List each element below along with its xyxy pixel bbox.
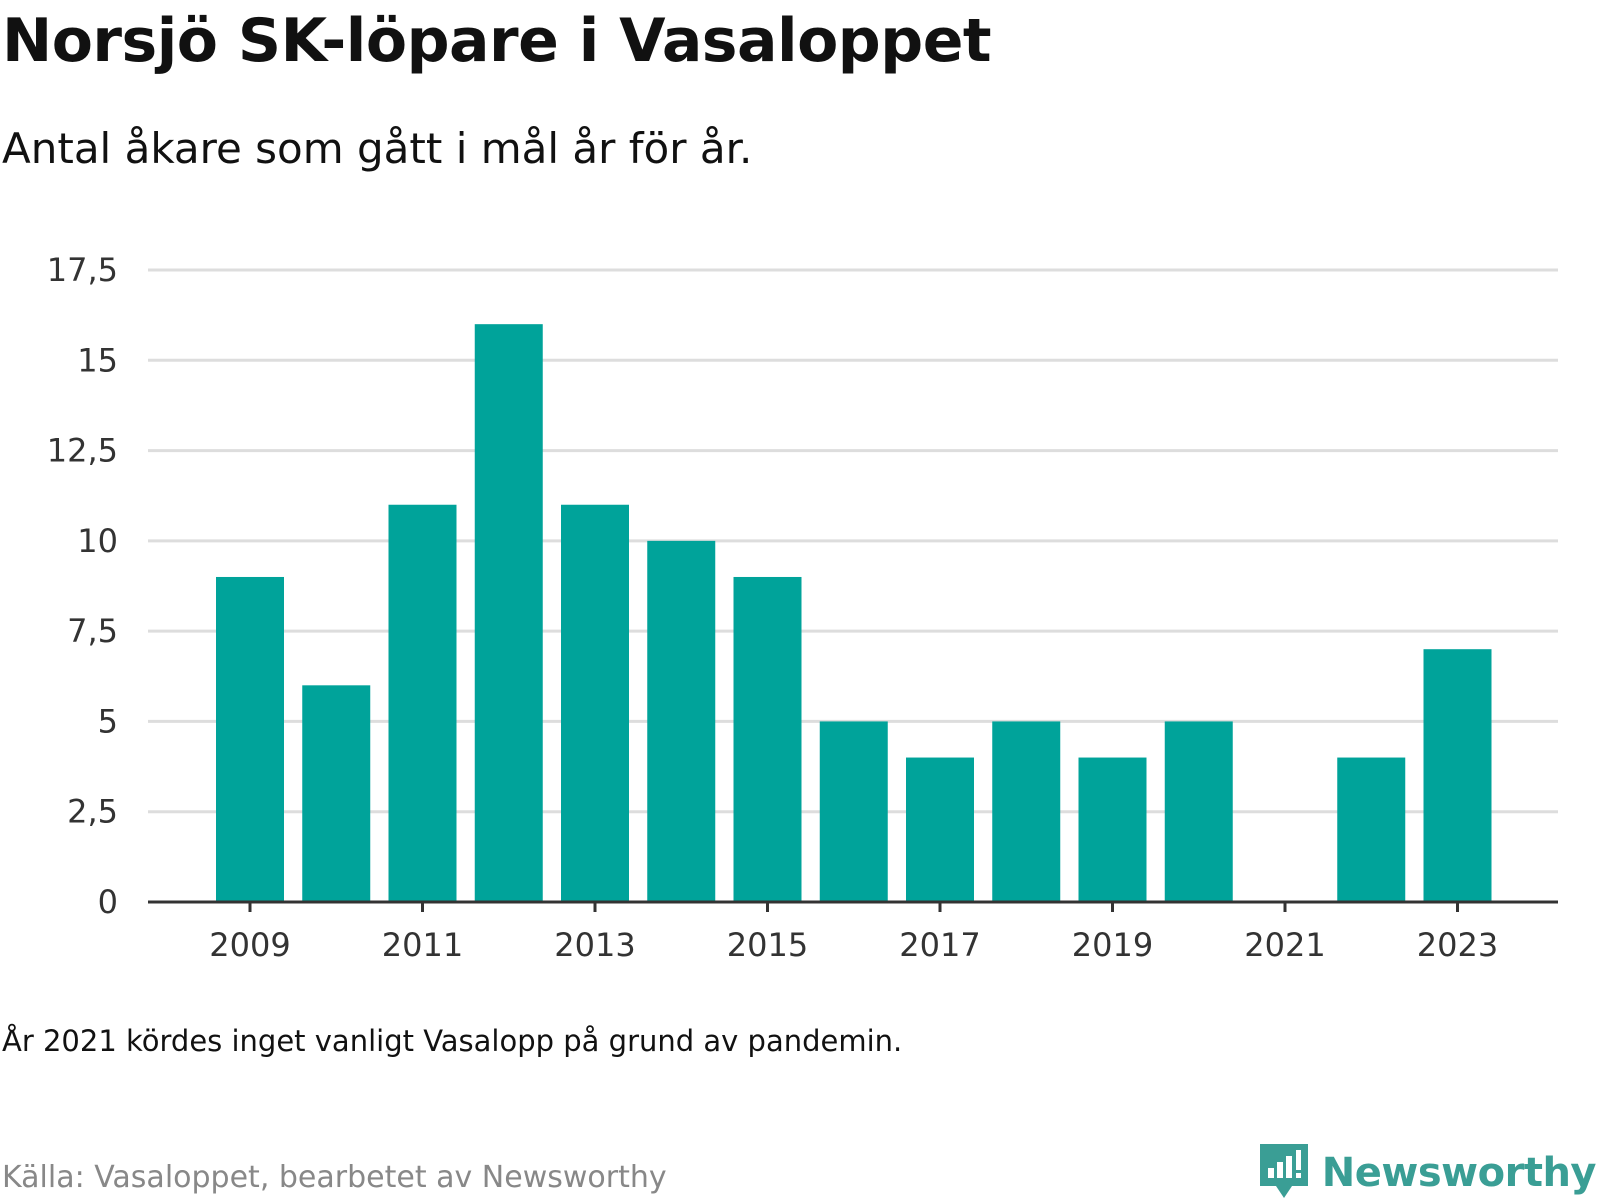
brand-name: Newsworthy (1321, 1150, 1597, 1196)
y-tick-label: 15 (77, 341, 118, 379)
bar-2018 (992, 721, 1061, 902)
x-tick-label: 2017 (899, 926, 980, 964)
chart-title: Norsjö SK-löpare i Vasaloppet (2, 6, 992, 76)
bar-2009 (216, 576, 284, 902)
x-tick-label: 2019 (1072, 926, 1153, 964)
y-tick-label: 0 (98, 883, 118, 921)
brand-logo: Newsworthy (1258, 1142, 1597, 1204)
bar-2016 (819, 721, 888, 902)
y-tick-label: 2,5 (67, 793, 118, 831)
y-tick-label: 17,5 (47, 251, 118, 289)
bar-2022 (1337, 757, 1406, 902)
source-text: Källa: Vasaloppet, bearbetet av Newswort… (2, 1160, 667, 1195)
bar-2023 (1423, 649, 1492, 902)
bar-2014 (647, 540, 716, 902)
y-tick-label: 12,5 (47, 432, 118, 470)
bar-2015 (733, 576, 802, 902)
bar-chart: 0 2,5 5 7,5 10 12,5 15 17,5 2009 2011 2013 2015 201… (47, 251, 1558, 964)
bar-2013 (561, 504, 629, 902)
bar-2020 (1164, 721, 1233, 902)
y-tick-label: 7,5 (67, 612, 118, 650)
x-tick-label: 2015 (727, 926, 808, 964)
bar-2010 (302, 685, 371, 902)
x-tick-label: 2009 (209, 926, 290, 964)
y-tick-label: 10 (77, 522, 118, 560)
bar-2019 (1078, 757, 1147, 902)
newsworthy-logo-icon (1258, 1142, 1310, 1204)
gridlines (148, 268, 1558, 814)
bars (216, 324, 1492, 903)
bar-2011 (388, 504, 457, 902)
bar-2012 (474, 324, 543, 903)
x-tick-label: 2013 (554, 926, 635, 964)
chart-subtitle: Antal åkare som gått i mål år för år. (2, 124, 753, 173)
x-tick-label: 2021 (1244, 926, 1325, 964)
footnote: År 2021 kördes inget vanligt Vasalopp på… (2, 1024, 903, 1058)
bar-2017 (906, 757, 974, 902)
x-tick-label: 2011 (382, 926, 463, 964)
y-tick-label: 5 (98, 702, 118, 740)
x-axis: 2009 2011 2013 2015 2017 2019 2021 2023 (148, 900, 1558, 964)
x-tick-label: 2023 (1417, 926, 1498, 964)
y-axis: 0 2,5 5 7,5 10 12,5 15 17,5 (47, 251, 118, 921)
